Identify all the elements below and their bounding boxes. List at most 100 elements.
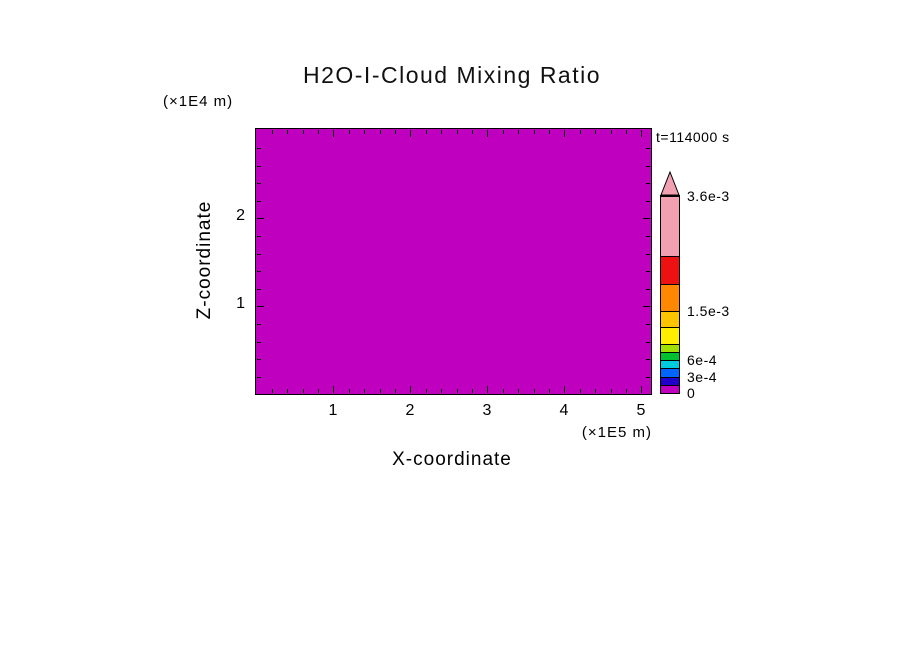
x-axis-tick <box>441 130 443 134</box>
y-axis-tick <box>257 288 261 290</box>
x-axis-tick <box>456 130 458 134</box>
colorbar-tick-label: 6e-4 <box>687 352 718 369</box>
colorbar-segment <box>661 256 679 284</box>
y-axis-tick <box>643 306 650 308</box>
y-axis-tick <box>257 324 261 326</box>
y-axis-tick <box>646 341 650 343</box>
y-axis-tick <box>257 376 261 378</box>
y-axis-tick <box>646 324 650 326</box>
y-tick-label: 2 <box>236 206 245 224</box>
y-axis-tick <box>257 147 261 149</box>
x-axis-tick <box>579 130 581 134</box>
x-axis-tick <box>610 389 612 393</box>
y-axis-tick <box>646 376 650 378</box>
x-axis-tick <box>395 389 397 393</box>
y-axis-tick <box>646 200 650 202</box>
colorbar-overflow-arrow-icon <box>660 170 680 201</box>
plot-area <box>255 128 652 395</box>
colorbar-segment <box>661 384 679 393</box>
x-axis-tick <box>379 130 381 134</box>
y-axis-tick <box>257 236 261 238</box>
colorbar-tick-label: 1.5e-3 <box>687 302 730 319</box>
x-axis-tick <box>302 389 304 393</box>
y-axis-tick <box>257 359 261 361</box>
x-axis-tick <box>549 130 551 134</box>
y-axis-tick <box>646 271 650 273</box>
colorbar-segment <box>661 376 679 385</box>
x-tick-label: 5 <box>636 402 646 419</box>
x-axis-tick <box>379 389 381 393</box>
y-axis-tick <box>257 253 261 255</box>
y-axis-tick <box>646 288 650 290</box>
x-axis-tick <box>533 130 535 134</box>
y-axis-label: Z-coordinate <box>194 200 215 320</box>
x-axis-tick <box>641 386 643 393</box>
x-axis-tick <box>595 389 597 393</box>
x-axis-tick <box>472 130 474 134</box>
y-axis-unit: (×1E4 m) <box>163 93 234 110</box>
x-axis-tick <box>364 389 366 393</box>
y-axis-tick <box>257 183 261 185</box>
x-tick-label: 3 <box>482 402 492 419</box>
colorbar-tick-label: 3.6e-3 <box>687 188 730 204</box>
y-axis-tick <box>646 253 650 255</box>
x-axis-tick <box>518 389 520 393</box>
colorbar-segment <box>661 343 679 352</box>
colorbar-segment <box>661 368 679 377</box>
y-axis-tick <box>257 341 261 343</box>
colorbar-segment <box>661 283 679 311</box>
x-axis-tick <box>425 130 427 134</box>
x-axis-tick <box>626 130 628 134</box>
x-axis-tick <box>348 389 350 393</box>
x-tick-label: 4 <box>559 402 569 419</box>
y-axis-tick <box>646 236 650 238</box>
x-axis-tick <box>441 389 443 393</box>
x-axis-tick <box>287 389 289 393</box>
colorbar-tick-label: 0 <box>687 385 696 401</box>
x-axis-tick <box>472 389 474 393</box>
x-axis-tick <box>318 130 320 134</box>
x-axis-tick <box>318 389 320 393</box>
x-axis-tick <box>333 386 335 393</box>
x-axis-tick <box>626 389 628 393</box>
x-axis-tick <box>487 130 489 137</box>
y-axis-tick <box>643 218 650 220</box>
y-axis-tick <box>257 271 261 273</box>
colorbar <box>660 195 680 394</box>
x-axis-tick <box>348 130 350 134</box>
x-axis-tick <box>595 130 597 134</box>
y-axis-tick <box>646 165 650 167</box>
colorbar-segment <box>661 327 679 344</box>
colorbar-segment <box>661 351 679 361</box>
x-axis-tick <box>518 130 520 134</box>
y-axis-tick <box>257 218 264 220</box>
x-axis-tick <box>425 389 427 393</box>
x-axis-unit: (×1E5 m) <box>581 424 652 441</box>
colorbar-segment <box>661 360 679 369</box>
x-tick-label: 2 <box>405 402 415 419</box>
y-axis-tick <box>257 306 264 308</box>
x-axis-tick <box>487 386 489 393</box>
x-axis-tick <box>271 389 273 393</box>
colorbar-segment <box>661 196 679 257</box>
y-axis-tick <box>257 200 261 202</box>
y-axis-tick <box>646 147 650 149</box>
x-axis-tick <box>271 130 273 134</box>
x-axis-tick <box>364 130 366 134</box>
x-axis-tick <box>302 130 304 134</box>
plot-region: 1 2 3 4 5 1 2 <box>236 128 652 419</box>
x-axis-tick <box>502 130 504 134</box>
x-axis-tick <box>410 386 412 393</box>
y-axis-tick <box>646 183 650 185</box>
x-tick-label: 1 <box>328 402 338 419</box>
x-axis-tick <box>456 389 458 393</box>
time-annotation: t=114000 s <box>656 129 730 145</box>
x-axis-tick <box>564 386 566 393</box>
x-axis-tick <box>395 130 397 134</box>
x-axis-tick <box>410 130 412 137</box>
x-axis-tick <box>549 389 551 393</box>
y-tick-label: 1 <box>236 294 245 312</box>
x-axis-label: X-coordinate <box>392 449 512 470</box>
x-axis-tick <box>564 130 566 137</box>
